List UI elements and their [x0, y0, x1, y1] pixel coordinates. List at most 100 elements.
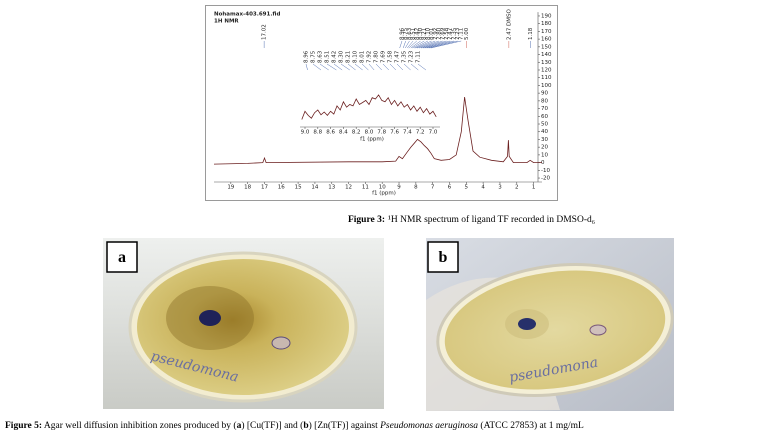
peak-label: 8.51	[411, 28, 417, 40]
peak-leader	[428, 40, 458, 49]
peak-leader	[417, 40, 436, 49]
nmr-spectrum: Nohamax-403.691.fid 1H NMR f1 (ppm) f1 (…	[213, 9, 552, 197]
peak-label: 7.11	[459, 28, 465, 40]
peak-leader	[405, 40, 410, 49]
agar	[444, 270, 666, 390]
inset-peak-leader	[403, 63, 411, 71]
x-axis-label: f1 (ppm)	[372, 191, 396, 197]
peak-label: 7.47	[448, 27, 454, 40]
inset-peak-leader	[389, 63, 397, 71]
caption-part: ) [Zn(TF)] against	[309, 420, 381, 431]
well	[589, 324, 607, 336]
inset-peak-leader	[368, 63, 375, 71]
photo-a: pseudomona a	[103, 238, 384, 409]
inset-x-tick-label: 7.0	[429, 130, 438, 136]
peak-leader	[415, 40, 432, 49]
inset-peak-label: 8.30	[339, 50, 345, 63]
caption-part: ) [Cu(TF)] and (	[241, 420, 303, 431]
x-tick-label: 1	[532, 185, 536, 191]
inset-peak-leader	[417, 63, 427, 71]
inset-peak-leader	[375, 63, 382, 71]
caption-part: Pseudomonas aeruginosa	[379, 421, 478, 431]
x-tick-label: 14	[311, 185, 318, 191]
peak-label: 7.80	[437, 27, 443, 40]
peak-label: 5.00	[464, 27, 470, 40]
x-tick-label: 8	[414, 185, 418, 191]
x-tick-label: 9	[397, 185, 401, 191]
peak-leader	[419, 40, 440, 49]
inset-peak-label: 8.42	[332, 51, 338, 63]
peak-label: 7.58	[444, 27, 450, 40]
inset-x-tick-label: 8.6	[326, 130, 335, 136]
y-tick-label: 130	[541, 60, 552, 66]
x-tick-label: 3	[498, 185, 502, 191]
inset-peak-leader	[382, 63, 389, 71]
y-tick-label: 0	[541, 160, 545, 166]
y-tick-label: 120	[541, 67, 552, 73]
inset-peak-label: 7.80	[374, 50, 380, 63]
y-tick-label: 10	[541, 152, 548, 158]
inset-peak-label: 7.23	[409, 50, 415, 63]
x-tick-label: 6	[448, 185, 452, 191]
peak-leader	[407, 40, 414, 49]
inset-peak-leader	[354, 63, 363, 71]
y-tick-label: 160	[541, 37, 552, 43]
peak-label: 8.75	[403, 27, 409, 40]
well	[271, 336, 291, 350]
peak-leader	[430, 40, 462, 49]
inset-peak-label: 7.47	[395, 50, 401, 63]
inset-peak-label: 8.75	[311, 50, 317, 63]
y-tick-label: 30	[541, 137, 548, 143]
inset-x-tick-label: 9.0	[301, 130, 310, 136]
y-tick-label: 150	[541, 44, 552, 50]
x-tick-label: 2	[515, 185, 519, 191]
peak-leader	[424, 40, 451, 49]
inset-peak-label: 8.01	[360, 51, 366, 63]
inset-peak-leader	[319, 63, 329, 71]
peak-leader	[414, 40, 428, 49]
peak-label: 8.01	[429, 28, 435, 40]
x-tick-label: 4	[481, 185, 485, 191]
well	[199, 310, 221, 326]
caption-part: b	[303, 421, 308, 431]
x-tick-label: 18	[244, 185, 251, 191]
inset-peak-label: 7.58	[388, 50, 394, 63]
peak-leader	[426, 40, 454, 49]
inset-peak-leader	[361, 63, 369, 71]
x-tick-label: 10	[379, 185, 386, 191]
y-tick-label: 100	[541, 83, 552, 89]
x-tick-label: 12	[345, 185, 352, 191]
peak-leader	[422, 40, 447, 49]
inset-peak-leader	[333, 63, 343, 71]
caption-part: Figure 5:	[5, 421, 42, 431]
inset-peak-leader	[305, 63, 308, 71]
peak-label: 1.18	[528, 27, 534, 40]
caption-part: (ATCC 27853) at 1 mg/mL	[478, 420, 584, 431]
x-tick-label: 11	[362, 185, 369, 191]
figure-frame	[205, 5, 558, 201]
x-tick-label: 7	[431, 185, 435, 191]
inset-x-label: f1 (ppm)	[360, 137, 384, 143]
peak-label: 7.23	[455, 27, 461, 40]
y-tick-label: -20	[541, 176, 550, 182]
peak-label: 7.69	[440, 27, 446, 40]
x-tick-label: 15	[295, 185, 302, 191]
x-tick-label: 19	[227, 185, 234, 191]
peak-label: 7.92	[433, 28, 439, 40]
panel-label-box	[427, 241, 459, 273]
y-tick-label: 90	[541, 91, 548, 97]
figure-label: Figure 3:	[348, 215, 385, 225]
y-tick-label: 190	[541, 13, 552, 19]
peak-leader	[420, 40, 443, 49]
figure-caption: ¹H NMR spectrum of ligand TF recorded in…	[388, 214, 595, 225]
figure-caption: Figure 5: Agar well diffusion inhibition…	[5, 420, 584, 431]
x-tick-label: 17	[261, 185, 268, 191]
inset-x-tick-label: 8.4	[339, 130, 348, 136]
y-tick-label: 40	[541, 129, 548, 135]
inset-peak-label: 8.21	[346, 51, 352, 63]
inset-peak-label: 7.35	[402, 50, 408, 63]
inset-peak-label: 7.11	[416, 51, 422, 63]
caption-part: a	[237, 421, 242, 431]
